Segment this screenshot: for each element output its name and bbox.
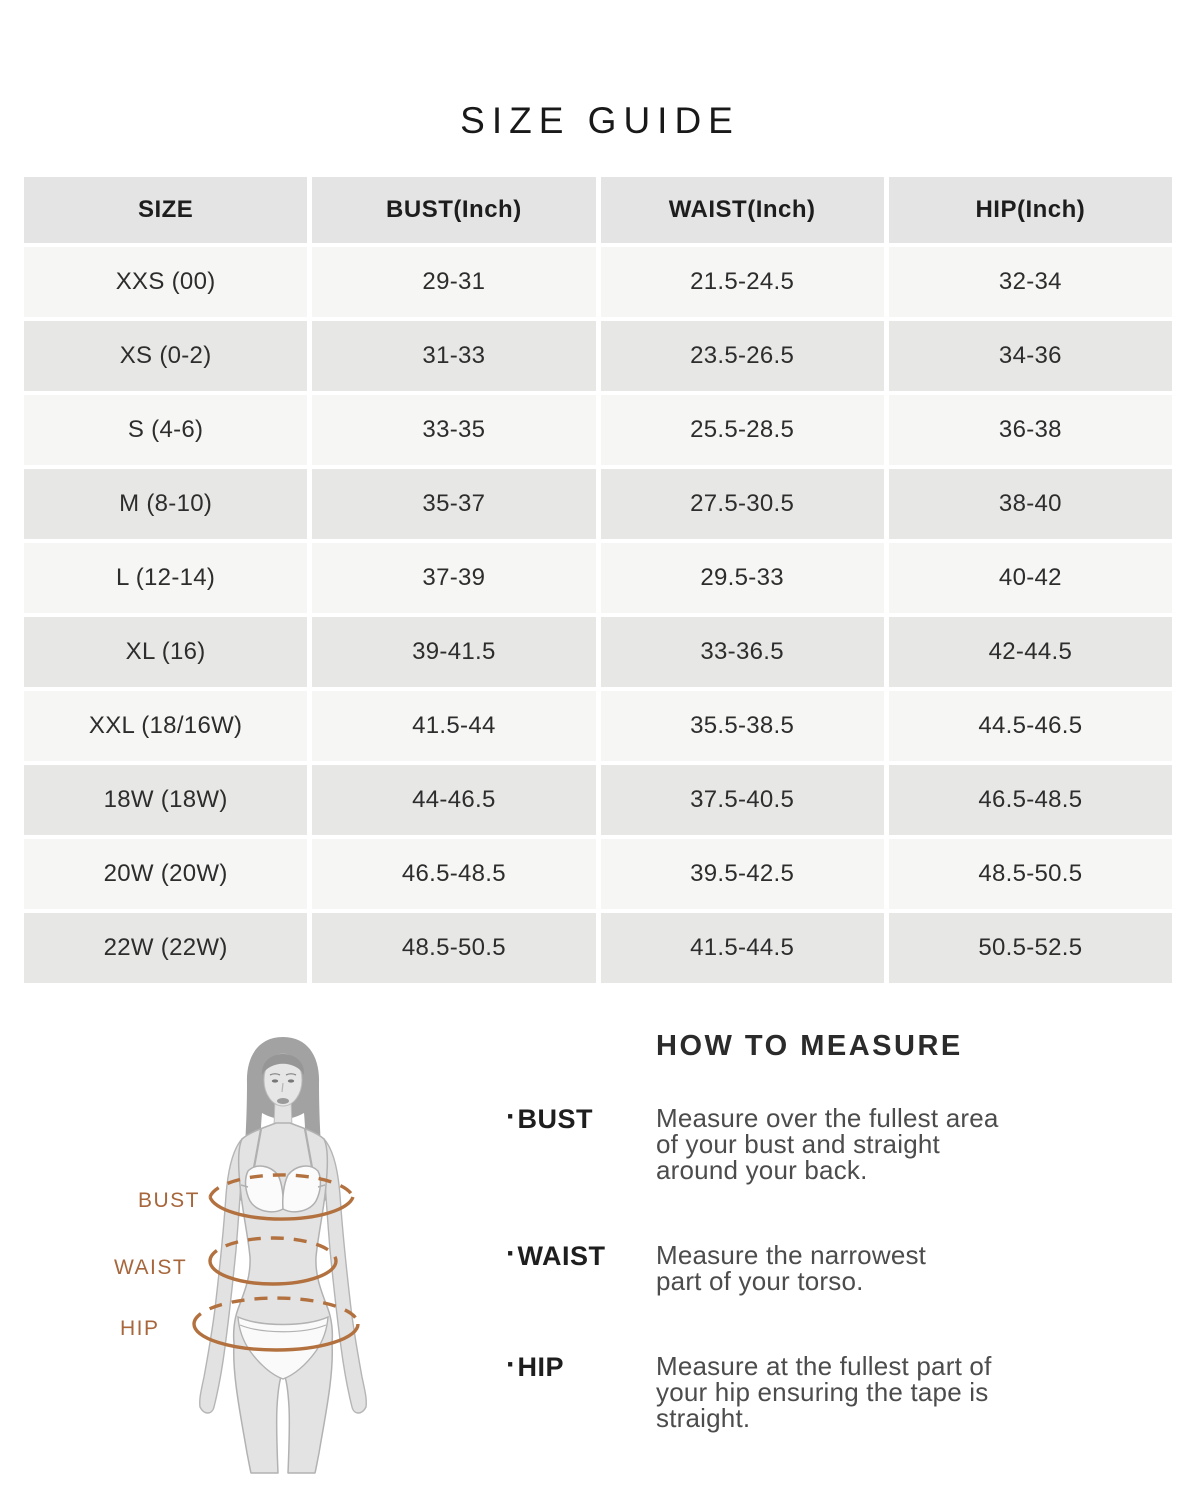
bra-band-left bbox=[240, 1184, 249, 1188]
cell-size: XXL (18/16W) bbox=[24, 691, 308, 761]
cell-bust: 44-46.5 bbox=[312, 765, 596, 835]
column-header-bust: BUST(Inch) bbox=[312, 177, 596, 243]
cell-hip: 44.5-46.5 bbox=[888, 691, 1172, 761]
measure-item-hip: · HIP Measure at the fullest part of you… bbox=[506, 1348, 1106, 1433]
column-header-waist: WAIST(Inch) bbox=[600, 177, 884, 243]
measure-item-waist: · WAIST Measure the narrowest part of yo… bbox=[506, 1237, 1106, 1296]
cell-bust: 35-37 bbox=[312, 469, 596, 539]
cell-bust: 37-39 bbox=[312, 543, 596, 613]
eye-left bbox=[271, 1079, 279, 1083]
measurement-figure: BUST WAIST HIP bbox=[100, 1025, 470, 1500]
cell-waist: 23.5-26.5 bbox=[600, 321, 884, 391]
panties-waistband bbox=[239, 1324, 327, 1333]
cell-waist: 41.5-44.5 bbox=[600, 913, 884, 983]
cell-size: XXS (00) bbox=[24, 247, 308, 317]
waist-ellipse-front bbox=[208, 1260, 338, 1286]
cell-size: 18W (18W) bbox=[24, 765, 308, 835]
bullet-icon: · bbox=[506, 1100, 517, 1133]
bra-strap-right bbox=[303, 1128, 315, 1174]
cell-waist: 27.5-30.5 bbox=[600, 469, 884, 539]
size-table: SIZE BUST(Inch) WAIST(Inch) HIP(Inch) XX… bbox=[24, 177, 1172, 983]
cell-bust: 39-41.5 bbox=[312, 617, 596, 687]
column-header-size: SIZE bbox=[24, 177, 308, 243]
measure-text-waist: Measure the narrowest part of your torso… bbox=[656, 1240, 927, 1296]
eyebrow-right bbox=[285, 1073, 297, 1076]
cell-hip: 40-42 bbox=[888, 543, 1172, 613]
measure-label-hip: · HIP bbox=[506, 1348, 656, 1383]
cell-bust: 31-33 bbox=[312, 321, 596, 391]
cell-hip: 38-40 bbox=[888, 469, 1172, 539]
cell-size: XS (0-2) bbox=[24, 321, 308, 391]
cell-size: S (4-6) bbox=[24, 395, 308, 465]
cell-size: 22W (22W) bbox=[24, 913, 308, 983]
measure-label-waist-text: WAIST bbox=[517, 1241, 606, 1271]
bust-ellipse-back bbox=[208, 1173, 355, 1198]
page-title: SIZE GUIDE bbox=[460, 100, 740, 141]
cell-waist: 39.5-42.5 bbox=[600, 839, 884, 909]
cell-size: M (8-10) bbox=[24, 469, 308, 539]
cell-waist: 37.5-40.5 bbox=[600, 765, 884, 835]
measure-items: · BUST Measure over the fullest area of … bbox=[506, 1100, 1106, 1489]
how-to-measure-heading: HOW TO MEASURE bbox=[656, 1030, 963, 1062]
figure-illustration: BUST WAIST HIP bbox=[114, 1037, 367, 1474]
cell-waist: 25.5-28.5 bbox=[600, 395, 884, 465]
cell-waist: 35.5-38.5 bbox=[600, 691, 884, 761]
bullet-icon: · bbox=[506, 1237, 517, 1270]
measure-text-bust: Measure over the fullest area of your bu… bbox=[656, 1103, 999, 1185]
cell-hip: 50.5-52.5 bbox=[888, 913, 1172, 983]
cell-waist: 33-36.5 bbox=[600, 617, 884, 687]
bra-strap-left bbox=[251, 1128, 263, 1174]
bra-cup-right bbox=[282, 1165, 322, 1213]
figure-nose bbox=[281, 1082, 284, 1093]
cell-waist: 21.5-24.5 bbox=[600, 247, 884, 317]
cell-bust: 33-35 bbox=[312, 395, 596, 465]
cell-hip: 32-34 bbox=[888, 247, 1172, 317]
cell-hip: 36-38 bbox=[888, 395, 1172, 465]
cell-hip: 34-36 bbox=[888, 321, 1172, 391]
hip-ellipse-back bbox=[192, 1296, 360, 1325]
measure-text-hip: Measure at the fullest part of your hip … bbox=[656, 1351, 992, 1433]
measure-item-bust: · BUST Measure over the fullest area of … bbox=[506, 1100, 1106, 1185]
measure-label-hip-text: HIP bbox=[517, 1352, 565, 1382]
cell-hip: 48.5-50.5 bbox=[888, 839, 1172, 909]
hip-ellipse-front bbox=[192, 1323, 360, 1352]
hair-fringe-icon bbox=[261, 1054, 305, 1075]
cell-size: XL (16) bbox=[24, 617, 308, 687]
cell-bust: 29-31 bbox=[312, 247, 596, 317]
bra-band-right bbox=[317, 1184, 326, 1188]
cell-hip: 46.5-48.5 bbox=[888, 765, 1172, 835]
cell-waist: 29.5-33 bbox=[600, 543, 884, 613]
cell-size: 20W (20W) bbox=[24, 839, 308, 909]
measure-label-bust-text: BUST bbox=[517, 1104, 593, 1134]
waist-ellipse-back bbox=[208, 1236, 338, 1262]
eye-right bbox=[287, 1079, 295, 1083]
hair-icon bbox=[240, 1037, 326, 1205]
figure-mouth bbox=[277, 1098, 289, 1104]
cell-bust: 46.5-48.5 bbox=[312, 839, 596, 909]
cell-bust: 41.5-44 bbox=[312, 691, 596, 761]
measure-label-bust: · BUST bbox=[506, 1100, 656, 1135]
column-header-hip: HIP(Inch) bbox=[888, 177, 1172, 243]
cell-hip: 42-44.5 bbox=[888, 617, 1172, 687]
figure-hip-label: HIP bbox=[120, 1317, 160, 1340]
figure-bust-label: BUST bbox=[138, 1189, 200, 1212]
cell-size: L (12-14) bbox=[24, 543, 308, 613]
cell-bust: 48.5-50.5 bbox=[312, 913, 596, 983]
eyebrow-left bbox=[269, 1073, 281, 1076]
figure-waist-label: WAIST bbox=[114, 1256, 187, 1279]
bust-ellipse-front bbox=[208, 1196, 355, 1221]
bullet-icon: · bbox=[506, 1348, 517, 1381]
measure-label-waist: · WAIST bbox=[506, 1237, 656, 1272]
